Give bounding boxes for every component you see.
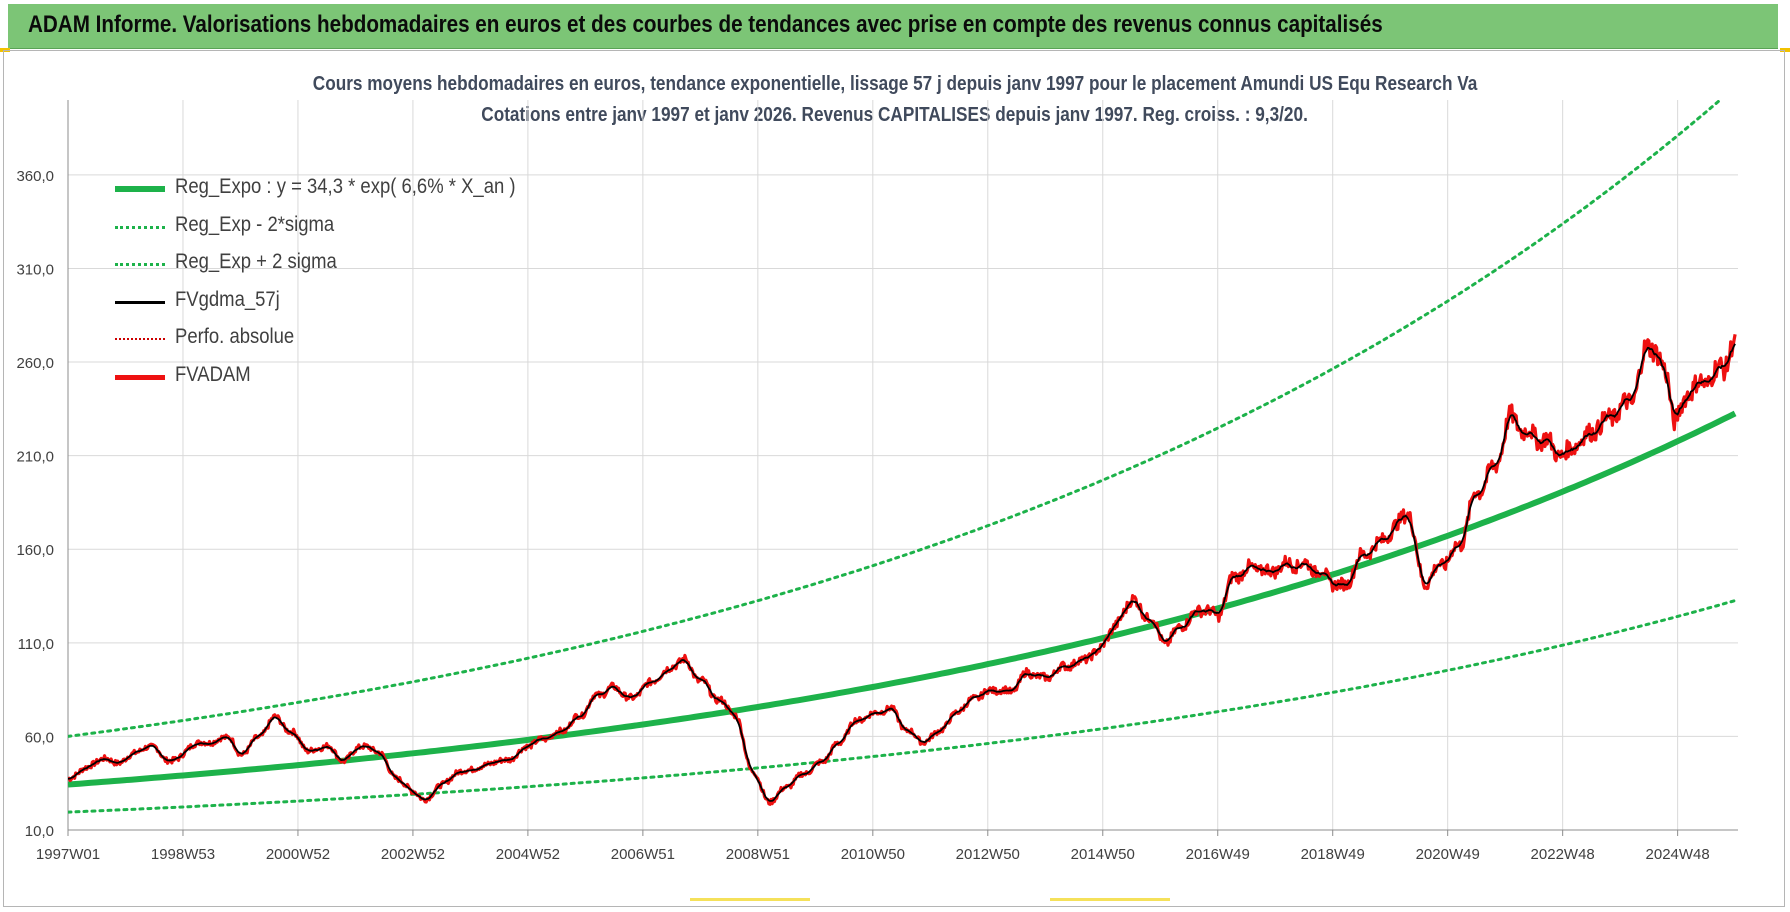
legend-label-reg-plus-sigma: Reg_Exp + 2 sigma <box>175 250 337 273</box>
corner-marker-right <box>1780 48 1790 52</box>
legend-swatch-reg-expo <box>115 186 165 192</box>
chart-frame <box>3 50 1785 907</box>
banner-title: ADAM Informe. Valorisations hebdomadaire… <box>28 11 1383 38</box>
legend-label-perfo: Perfo. absolue <box>175 325 295 348</box>
series-reg-minus-2sigma <box>68 599 1737 814</box>
legend-swatch-reg-minus-sigma <box>115 225 165 229</box>
y-tick-label: 10,0 <box>25 823 54 840</box>
chart-title-line1: Cours moyens hebdomadaires en euros, ten… <box>312 73 1478 95</box>
x-tick-label: 2006W51 <box>611 846 675 863</box>
y-tick-label: 360,0 <box>16 168 54 185</box>
x-tick-label: 2018W49 <box>1301 846 1365 863</box>
x-tick-label: 2020W49 <box>1416 846 1480 863</box>
x-tick-label: 1998W53 <box>151 846 215 863</box>
x-tick-label: 2004W52 <box>496 846 560 863</box>
series-fvadam <box>68 334 1737 806</box>
x-tick-label: 2002W52 <box>381 846 445 863</box>
x-tick-label: 2012W50 <box>956 846 1020 863</box>
x-tick-label: 2014W50 <box>1071 846 1135 863</box>
y-tick-label: 260,0 <box>16 355 54 372</box>
x-tick-label: 2008W51 <box>726 846 790 863</box>
legend-label-fvgdma: FVgdma_57j <box>175 287 280 311</box>
y-tick-label: 310,0 <box>16 261 54 278</box>
x-tick-label: 2000W52 <box>266 846 330 863</box>
y-tick-label: 60,0 <box>25 729 54 746</box>
x-tick-label: 2022W48 <box>1531 846 1595 863</box>
report-banner: ADAM Informe. Valorisations hebdomadaire… <box>8 4 1778 49</box>
x-tick-label: 2024W48 <box>1646 846 1710 863</box>
y-tick-label: 110,0 <box>18 636 54 653</box>
legend-swatch-perfo <box>115 338 165 340</box>
x-tick-label: 2010W50 <box>841 846 905 863</box>
legend-swatch-reg-plus-sigma <box>115 263 165 266</box>
bottom-marker-2 <box>1050 898 1170 901</box>
x-tick-label: 2016W49 <box>1186 846 1250 863</box>
y-tick-label: 210,0 <box>16 449 54 466</box>
legend-swatch-fvgdma <box>115 300 165 304</box>
series-fvgdma-57j <box>68 343 1736 802</box>
x-tick-label: 1997W01 <box>36 846 100 863</box>
legend-label-fvadam: FVADAM <box>175 362 251 386</box>
chart-title-line2: Cotations entre janv 1997 et janv 2026. … <box>481 104 1309 126</box>
legend-swatch-fvadam <box>115 374 165 380</box>
legend-label-reg-minus-sigma: Reg_Exp - 2*sigma <box>175 212 335 236</box>
legend-label-reg-expo: Reg_Expo : y = 34,3 * exp( 6,6% * X_an ) <box>175 175 516 198</box>
y-tick-label: 160,0 <box>16 542 54 559</box>
series-reg-plus-2sigma <box>68 100 1723 738</box>
bottom-marker-1 <box>690 898 810 901</box>
